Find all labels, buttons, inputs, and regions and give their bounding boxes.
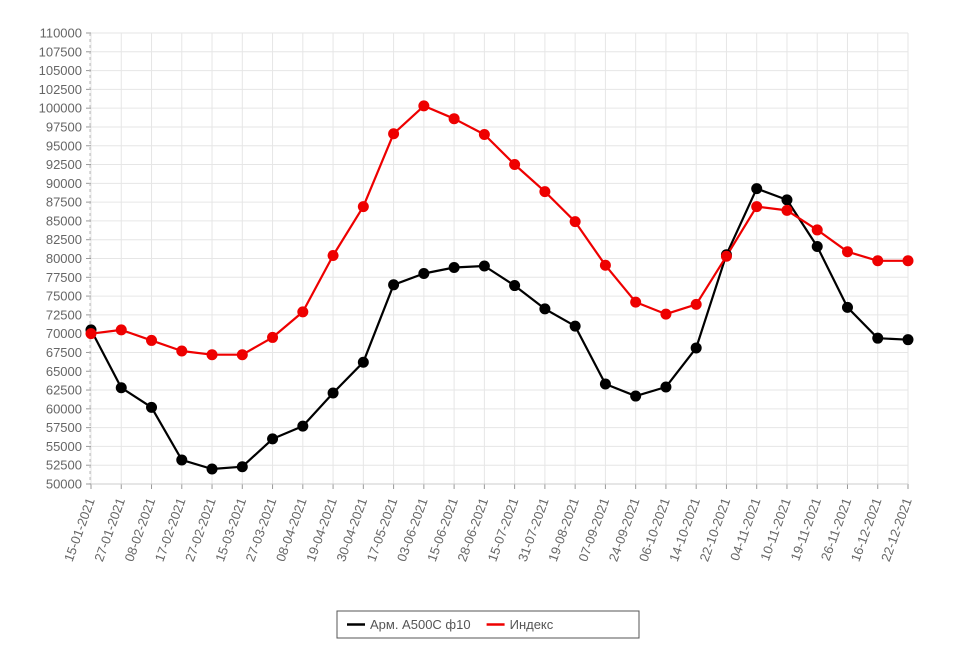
- data-point-series-0: [418, 268, 430, 280]
- data-point-series-1: [660, 308, 672, 320]
- data-point-series-1: [811, 224, 823, 236]
- data-point-series-1: [146, 334, 158, 346]
- data-point-series-0: [388, 279, 400, 291]
- data-point-series-1: [85, 328, 97, 340]
- data-point-series-0: [478, 260, 490, 272]
- data-point-series-1: [478, 128, 490, 140]
- data-point-series-1: [720, 250, 732, 262]
- legend[interactable]: Арм. А500С ф10 Индекс: [336, 610, 640, 639]
- series-line-1: [90, 104, 908, 356]
- y-tick-label: 60000: [46, 401, 82, 416]
- data-point-series-1: [236, 349, 248, 361]
- data-point-series-0: [811, 240, 823, 252]
- axes: 110000 107500 105000 102500 100000 97500 95000…: [39, 26, 915, 564]
- data-point-series-1: [357, 201, 369, 213]
- data-point-series-1: [327, 249, 339, 261]
- y-tick-label: 85000: [46, 213, 82, 228]
- series-lines: [90, 104, 909, 471]
- data-point-series-1: [176, 345, 188, 357]
- y-tick-label: 90000: [46, 176, 82, 191]
- data-point-series-0: [236, 461, 248, 473]
- y-tick-label: 72500: [46, 307, 82, 322]
- data-point-series-1: [751, 201, 763, 213]
- data-point-series-1: [872, 255, 884, 267]
- y-tick-label: 82500: [46, 232, 82, 247]
- data-point-series-1: [539, 186, 551, 198]
- data-point-series-1: [599, 259, 611, 271]
- data-point-series-0: [902, 334, 914, 346]
- y-tick-label: 100000: [39, 101, 82, 116]
- legend-label-1: Индекс: [510, 617, 554, 632]
- data-point-series-1: [115, 324, 127, 336]
- y-tick-label: 110000: [40, 26, 82, 41]
- data-point-series-0: [206, 463, 218, 475]
- series-line-0: [90, 187, 909, 471]
- y-tick-label: 77500: [46, 270, 82, 285]
- data-point-series-1: [781, 204, 793, 216]
- y-tick-label: 107500: [39, 44, 82, 59]
- data-point-series-1: [690, 298, 702, 310]
- x-tick-label: 22-12-2021: [878, 496, 915, 564]
- data-point-series-0: [297, 420, 309, 432]
- data-point-series-1: [388, 128, 400, 140]
- data-point-series-1: [206, 349, 218, 361]
- data-point-series-0: [357, 356, 369, 368]
- data-point-series-0: [176, 454, 188, 466]
- data-point-series-0: [841, 301, 853, 313]
- data-point-series-0: [690, 342, 702, 354]
- data-point-series-1: [418, 100, 430, 112]
- y-tick-label: 102500: [39, 82, 82, 97]
- y-tick-label: 67500: [46, 345, 82, 360]
- data-point-series-0: [660, 381, 672, 393]
- data-point-series-1: [569, 216, 581, 228]
- y-tick-label: 62500: [46, 383, 82, 398]
- y-tick-label: 75000: [46, 289, 82, 304]
- y-tick-label: 50000: [46, 477, 82, 492]
- y-tick-label: 55000: [46, 439, 82, 454]
- data-point-series-0: [115, 382, 127, 394]
- grid: [90, 32, 909, 485]
- y-tick-label: 105000: [39, 63, 82, 78]
- data-point-series-1: [297, 306, 309, 318]
- y-tick-label: 80000: [46, 251, 82, 266]
- y-tick-label: 65000: [46, 364, 82, 379]
- data-point-series-0: [630, 390, 642, 402]
- data-point-series-1: [509, 159, 521, 171]
- data-point-series-0: [599, 378, 611, 390]
- data-point-series-1: [267, 331, 279, 343]
- y-tick-label: 97500: [46, 119, 82, 134]
- y-tick-label: 52500: [46, 458, 82, 473]
- data-point-series-0: [267, 433, 279, 445]
- y-tick-label: 70000: [46, 326, 82, 341]
- data-point-series-0: [872, 332, 884, 344]
- data-point-series-0: [509, 280, 521, 292]
- data-point-series-1: [448, 113, 460, 125]
- y-tick-label: 87500: [46, 195, 82, 210]
- data-point-series-0: [569, 320, 581, 332]
- y-tick-label: 57500: [46, 420, 82, 435]
- data-point-series-1: [630, 296, 642, 308]
- data-point-series-0: [781, 194, 793, 206]
- data-point-series-0: [327, 387, 339, 399]
- data-point-series-0: [539, 303, 551, 315]
- data-point-series-0: [751, 183, 763, 195]
- data-point-series-0: [146, 401, 158, 413]
- legend-box: [336, 610, 640, 639]
- data-point-series-1: [841, 246, 853, 258]
- data-points: [85, 100, 914, 475]
- data-point-series-1: [902, 255, 914, 267]
- legend-label-0: Арм. А500С ф10: [370, 617, 471, 632]
- y-tick-label: 95000: [46, 138, 82, 153]
- y-tick-label: 92500: [46, 157, 82, 172]
- data-point-series-0: [448, 262, 460, 274]
